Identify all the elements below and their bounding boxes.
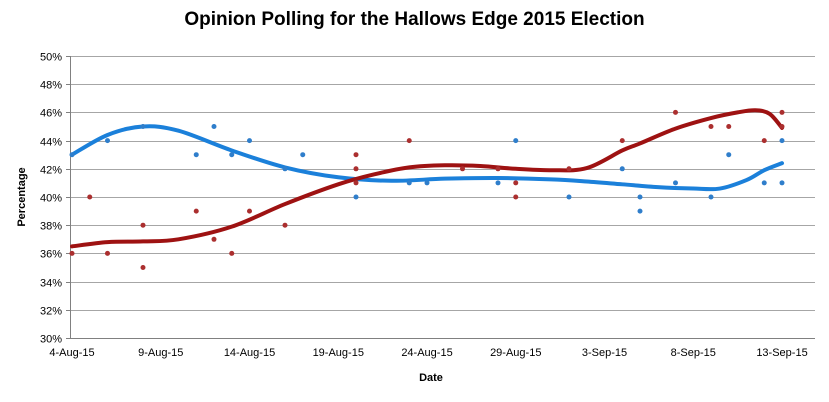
data-point-dark-red-series <box>761 138 767 144</box>
data-point-dark-red-series <box>406 138 412 144</box>
data-point-dark-red-series <box>140 222 146 228</box>
y-tick-label: 30% <box>40 334 62 346</box>
data-point-dark-red-series <box>513 180 519 186</box>
data-point-blue-series <box>282 166 288 172</box>
data-point-dark-red-series <box>460 166 465 172</box>
data-point-dark-red-series <box>69 250 75 256</box>
x-tick-label: 29-Aug-15 <box>490 347 541 359</box>
data-point-blue-series <box>779 180 785 186</box>
x-tick-label: 8-Sep-15 <box>671 347 716 359</box>
data-point-blue-series <box>495 180 501 186</box>
data-point-blue-series <box>637 208 643 214</box>
x-tick-label: 13-Sep-15 <box>756 347 807 359</box>
data-point-blue-series <box>247 138 252 144</box>
x-tick-label: 3-Sep-15 <box>582 347 627 359</box>
data-point-blue-series <box>637 194 643 200</box>
x-tick-label: 9-Aug-15 <box>138 347 183 359</box>
y-tick-label: 48% <box>40 80 62 92</box>
data-point-blue-series <box>211 124 217 129</box>
data-point-dark-red-series <box>282 222 288 228</box>
x-axis-title: Date <box>419 372 443 384</box>
y-tick-label: 44% <box>40 137 62 149</box>
data-point-blue-series <box>619 166 625 172</box>
data-point-dark-red-series <box>673 109 678 115</box>
data-point-blue-series <box>761 180 767 186</box>
data-point-dark-red-series <box>708 124 714 129</box>
data-point-dark-red-series <box>513 194 519 200</box>
data-point-dark-red-series <box>105 250 110 256</box>
data-point-dark-red-series <box>495 166 501 172</box>
x-tick-label: 24-Aug-15 <box>401 347 452 359</box>
y-tick-label: 34% <box>40 278 62 290</box>
data-point-dark-red-series <box>211 236 217 242</box>
data-point-blue-series <box>424 180 430 186</box>
y-tick-label: 38% <box>40 221 62 233</box>
data-point-blue-series <box>69 152 75 158</box>
y-tick-label: 32% <box>40 306 62 318</box>
x-tick-label: 4-Aug-15 <box>49 347 94 359</box>
data-point-blue-series <box>566 194 572 200</box>
data-point-dark-red-series <box>353 180 359 186</box>
y-tick-label: 46% <box>40 108 62 120</box>
data-point-blue-series <box>353 194 359 200</box>
data-point-dark-red-series <box>779 109 785 115</box>
x-tick-label: 14-Aug-15 <box>224 347 275 359</box>
y-tick-label: 50% <box>40 52 62 64</box>
data-point-blue-series <box>193 152 199 158</box>
data-point-dark-red-series <box>140 265 146 270</box>
data-point-dark-red-series <box>87 194 93 200</box>
data-point-blue-series <box>229 152 235 158</box>
data-point-dark-red-series <box>193 208 199 214</box>
data-point-dark-red-series <box>726 124 732 129</box>
trend-line-blue-series <box>70 124 784 192</box>
data-point-blue-series <box>105 138 110 144</box>
data-point-blue-series <box>726 152 732 158</box>
data-point-blue-series <box>300 152 306 158</box>
data-point-blue-series <box>779 138 785 144</box>
data-point-dark-red-series <box>566 166 572 172</box>
data-point-blue-series <box>140 124 146 129</box>
x-tick-label: 19-Aug-15 <box>313 347 364 359</box>
data-point-blue-series <box>708 194 714 200</box>
y-tick-label: 40% <box>40 193 62 205</box>
data-point-dark-red-series <box>247 208 252 214</box>
data-point-blue-series <box>513 138 519 144</box>
data-point-dark-red-series <box>779 124 785 129</box>
y-tick-label: 36% <box>40 249 62 261</box>
data-point-dark-red-series <box>353 152 359 158</box>
data-point-dark-red-series <box>229 250 235 256</box>
data-point-blue-series <box>673 180 678 186</box>
data-point-blue-series <box>406 180 412 186</box>
data-point-dark-red-series <box>619 138 625 144</box>
chart-title: Opinion Polling for the Hallows Edge 201… <box>184 9 645 30</box>
y-tick-label: 42% <box>40 165 62 177</box>
data-point-dark-red-series <box>353 166 359 172</box>
